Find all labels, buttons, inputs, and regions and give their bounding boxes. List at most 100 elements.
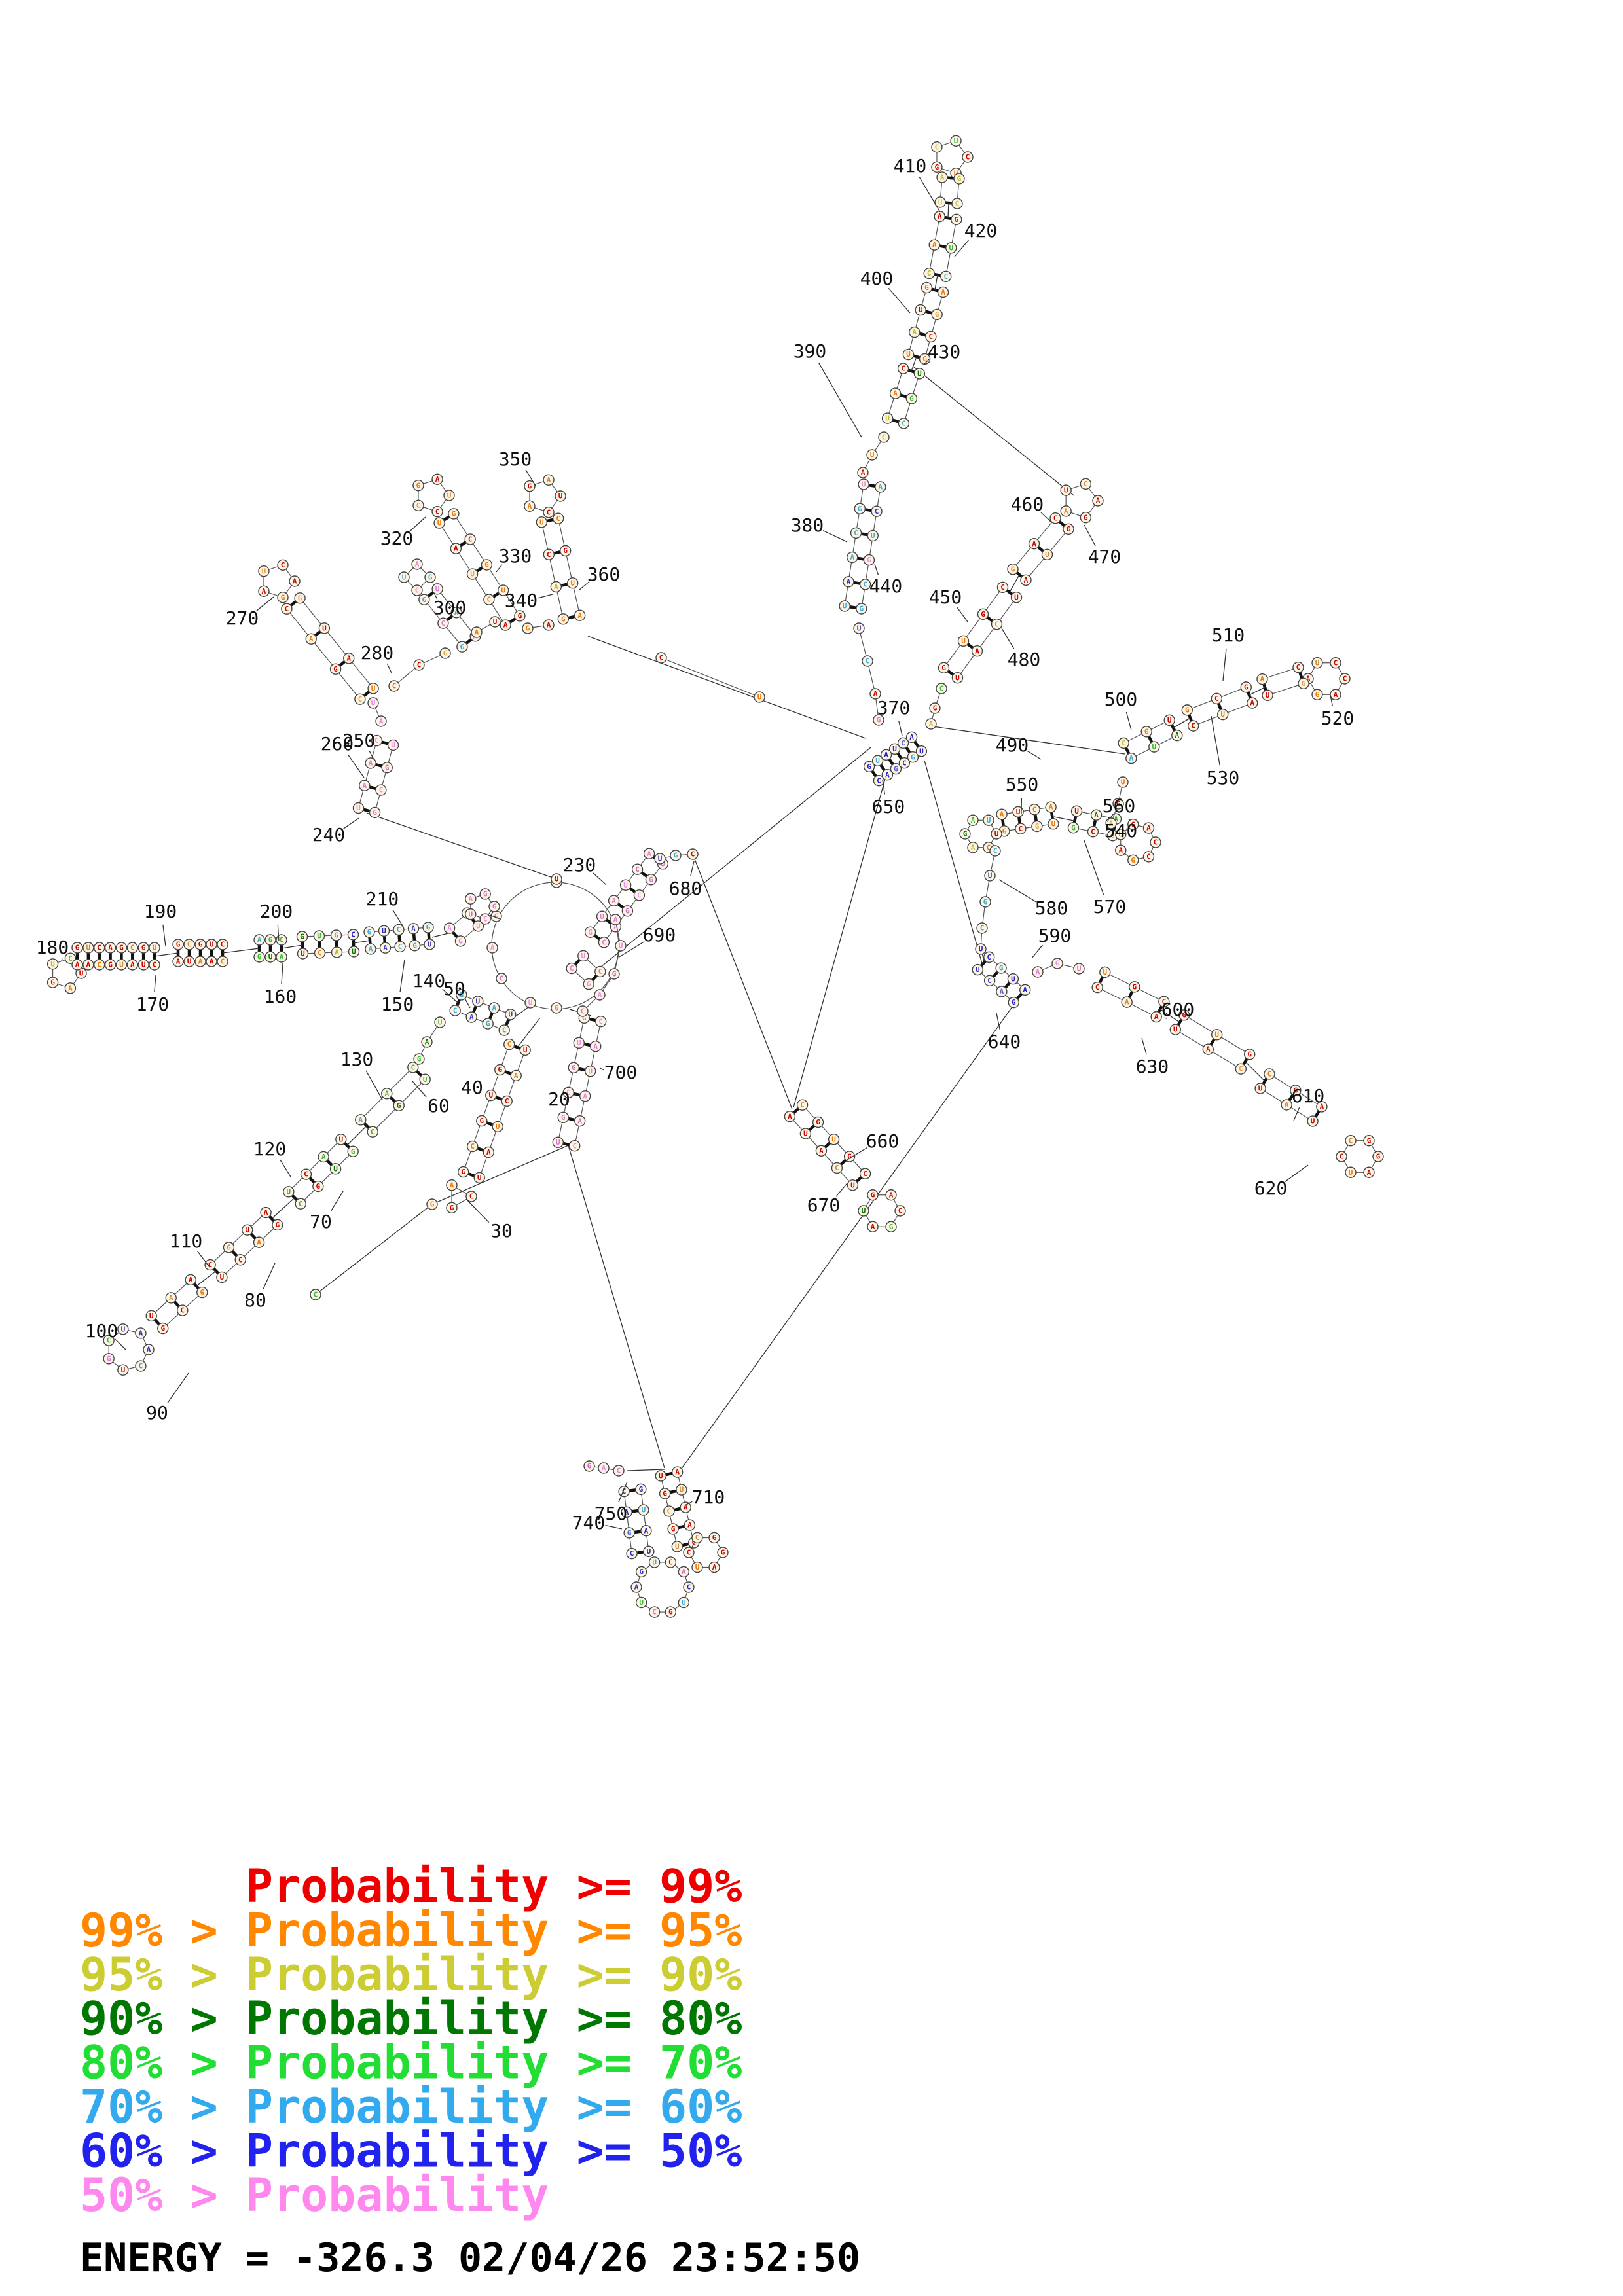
- svg-text:C: C: [1053, 514, 1058, 522]
- svg-text:G: G: [119, 944, 124, 952]
- svg-text:G: G: [526, 624, 530, 633]
- svg-text:A: A: [257, 1238, 261, 1247]
- svg-text:U: U: [1118, 830, 1123, 838]
- svg-text:G: G: [1131, 820, 1135, 829]
- svg-text:U: U: [437, 519, 442, 528]
- position-label-450: 450: [929, 586, 968, 622]
- svg-text:G: G: [572, 1064, 576, 1072]
- svg-text:A: A: [602, 1464, 606, 1473]
- svg-text:G: G: [1133, 982, 1137, 991]
- svg-text:U: U: [577, 1039, 581, 1047]
- svg-text:C: C: [280, 936, 284, 944]
- svg-text:C: C: [97, 944, 101, 952]
- svg-text:U: U: [831, 1135, 836, 1143]
- svg-text:A: A: [971, 816, 976, 825]
- svg-text:C: C: [598, 1017, 603, 1026]
- svg-text:U: U: [1121, 778, 1125, 787]
- svg-text:630: 630: [1136, 1056, 1169, 1077]
- svg-text:C: C: [637, 891, 642, 899]
- svg-text:G: G: [1367, 1136, 1372, 1145]
- svg-text:A: A: [547, 621, 551, 630]
- position-label-110: 110: [170, 1230, 210, 1268]
- svg-text:70: 70: [310, 1211, 332, 1232]
- svg-text:G: G: [300, 933, 304, 941]
- svg-text:G: G: [860, 605, 864, 613]
- nucleotide-chain-4: A U C: [857, 431, 890, 478]
- svg-text:A: A: [647, 850, 651, 858]
- svg-text:A: A: [884, 751, 888, 759]
- svg-text:C: C: [547, 508, 551, 516]
- svg-text:U: U: [1349, 1168, 1353, 1177]
- svg-text:G: G: [625, 906, 630, 915]
- svg-text:A: A: [75, 961, 80, 969]
- legend-line-5: 70% > Probability >= 60%: [80, 2080, 742, 2134]
- position-label-750: 750: [594, 1481, 628, 1524]
- svg-text:80: 80: [244, 1289, 266, 1311]
- svg-text:U: U: [1167, 716, 1172, 725]
- svg-text:A: A: [1250, 699, 1254, 708]
- svg-text:C: C: [487, 596, 492, 604]
- svg-text:U: U: [476, 922, 481, 930]
- svg-text:U: U: [857, 624, 862, 633]
- svg-text:210: 210: [366, 888, 399, 910]
- position-label-380: 380: [791, 514, 848, 543]
- svg-text:390: 390: [793, 340, 827, 362]
- svg-text:C: C: [687, 1583, 691, 1592]
- svg-text:G: G: [877, 716, 881, 725]
- svg-text:A: A: [415, 560, 420, 569]
- svg-text:230: 230: [563, 854, 596, 876]
- svg-text:A: A: [486, 1148, 491, 1157]
- svg-text:C: C: [1349, 1136, 1353, 1145]
- svg-text:A: A: [684, 1503, 688, 1512]
- svg-text:C: C: [691, 850, 695, 859]
- svg-text:C: C: [939, 685, 944, 693]
- position-label-670: 670: [807, 1183, 848, 1216]
- svg-text:G: G: [458, 937, 463, 945]
- svg-text:A: A: [384, 1089, 389, 1098]
- svg-text:A: A: [847, 577, 851, 586]
- svg-text:G: G: [1035, 822, 1040, 831]
- position-label-80: 80: [244, 1263, 276, 1311]
- svg-text:G: G: [924, 283, 929, 292]
- svg-text:U: U: [954, 169, 958, 177]
- svg-text:U: U: [870, 451, 875, 459]
- svg-text:A: A: [1096, 497, 1101, 505]
- svg-text:C: C: [417, 661, 422, 670]
- svg-text:U: U: [435, 584, 440, 593]
- svg-text:600: 600: [1161, 999, 1195, 1020]
- svg-text:C: C: [1091, 827, 1095, 836]
- svg-text:G: G: [867, 556, 871, 564]
- svg-text:U: U: [1074, 807, 1079, 816]
- svg-text:U: U: [470, 570, 475, 579]
- position-label-660: 660: [847, 1130, 899, 1160]
- svg-text:U: U: [371, 684, 376, 692]
- svg-text:G: G: [1315, 691, 1320, 699]
- svg-text:U: U: [356, 804, 361, 812]
- position-label-130: 130: [340, 1049, 383, 1100]
- svg-text:C: C: [547, 550, 551, 559]
- svg-text:U: U: [919, 306, 923, 314]
- svg-text:U: U: [919, 747, 924, 755]
- svg-text:A: A: [1125, 998, 1129, 1007]
- svg-text:G: G: [422, 596, 427, 604]
- svg-text:60: 60: [428, 1095, 450, 1117]
- svg-text:C: C: [854, 529, 858, 537]
- position-label-330: 330: [496, 545, 532, 573]
- svg-text:U: U: [1258, 1085, 1263, 1093]
- svg-text:U: U: [555, 875, 559, 884]
- svg-text:360: 360: [587, 564, 621, 585]
- svg-text:C: C: [500, 975, 504, 983]
- svg-text:A: A: [577, 1117, 582, 1125]
- svg-text:C: C: [691, 1539, 696, 1547]
- svg-text:U: U: [1266, 691, 1270, 700]
- svg-text:U: U: [423, 1075, 428, 1084]
- svg-text:A: A: [1118, 846, 1123, 855]
- svg-text:A: A: [1049, 803, 1053, 812]
- svg-text:A: A: [425, 1038, 429, 1047]
- svg-text:G: G: [1244, 683, 1249, 691]
- svg-text:U: U: [949, 243, 953, 252]
- svg-text:G: G: [963, 830, 968, 838]
